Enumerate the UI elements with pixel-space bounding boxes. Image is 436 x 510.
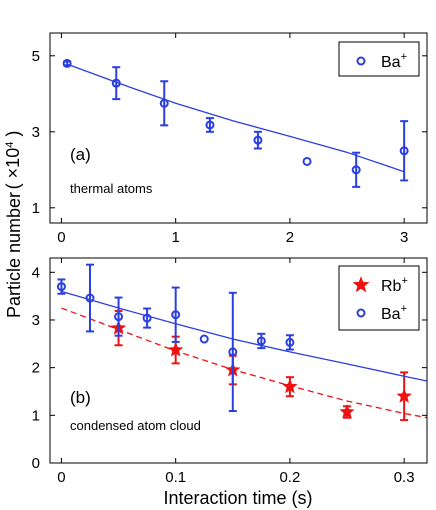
- panel-b-legend: Rb+ Ba+: [338, 265, 420, 331]
- x-tick-label: 0.3: [394, 469, 415, 486]
- data-point-ba: [85, 293, 95, 303]
- data-point-ba: [56, 282, 66, 292]
- panel-a-label: (a): [70, 145, 91, 164]
- x-axis-label: Interaction time (s): [163, 488, 312, 508]
- x-tick-label: 3: [400, 229, 408, 246]
- y-axis-label: Particle number: [4, 192, 24, 318]
- panel-b: 0 0.1 0.2 0.3 0 1 2 3 4 (b) condensed atom cloud…: [32, 257, 428, 486]
- x-tick-label: 2: [286, 229, 294, 246]
- data-point-rb: [396, 388, 412, 403]
- data-point-ba: [302, 156, 312, 166]
- panel-b-legend-rb: Rb+: [381, 275, 408, 295]
- y-axis-unit: ( ×104 ): [3, 131, 23, 190]
- panel-b-legend-ba: Ba+: [381, 303, 407, 323]
- panel-a-legend-ba-marker: [356, 56, 366, 66]
- y-tick-label: 3: [32, 124, 40, 141]
- y-tick-label: 3: [32, 312, 40, 329]
- panel-a-annotation: thermal atoms: [70, 181, 153, 196]
- panel-a-legend-box: [338, 41, 420, 77]
- panel-b-frame: [49, 257, 428, 464]
- data-point-rb: [282, 378, 298, 394]
- panel-b-label: (b): [70, 388, 91, 407]
- x-tick-label: 0.1: [165, 469, 186, 486]
- x-tick-label: 0.2: [279, 469, 300, 486]
- fit-line-rb: [61, 307, 427, 419]
- data-point-ba: [228, 347, 238, 357]
- x-tick-label: 0: [57, 469, 65, 486]
- data-point-ba: [142, 313, 152, 323]
- data-point-ba: [351, 165, 361, 175]
- panel-b-legend-box: [338, 265, 420, 331]
- panel-b-annotation: condensed atom cloud: [70, 418, 201, 433]
- data-point-ba: [399, 146, 409, 156]
- data-point-rb: [167, 341, 184, 357]
- x-tick-label: 1: [171, 229, 179, 246]
- data-point-ba: [111, 78, 121, 88]
- fit-line-ba: [66, 63, 405, 173]
- data-point-ba: [159, 98, 169, 108]
- panel-b-marks: 0 0.1 0.2 0.3 0 1 2 3 4: [32, 258, 427, 486]
- y-tick-label: 1: [32, 407, 40, 424]
- data-point-ba: [199, 334, 209, 344]
- data-point-rb: [339, 403, 355, 419]
- data-point-ba: [253, 135, 263, 145]
- data-point-ba: [171, 310, 181, 320]
- panel-a-legend: Ba+: [338, 41, 420, 77]
- data-point-ba: [205, 120, 215, 130]
- data-point-ba: [114, 312, 124, 322]
- panel-a-frame: [49, 32, 428, 224]
- data-point-ba: [62, 58, 72, 68]
- panel-a-legend-ba: Ba+: [381, 51, 407, 71]
- data-point-ba: [285, 337, 295, 347]
- y-tick-label: 4: [32, 264, 40, 281]
- panel-b-legend-ba-marker: [356, 308, 366, 318]
- data-point-ba: [256, 336, 266, 346]
- y-tick-label: 1: [32, 200, 40, 217]
- y-tick-label: 5: [32, 48, 40, 65]
- y-tick-label: 0: [32, 455, 40, 472]
- x-tick-label: 0: [57, 229, 65, 246]
- y-tick-label: 2: [32, 360, 40, 377]
- panel-b-legend-rb-marker: [352, 276, 370, 293]
